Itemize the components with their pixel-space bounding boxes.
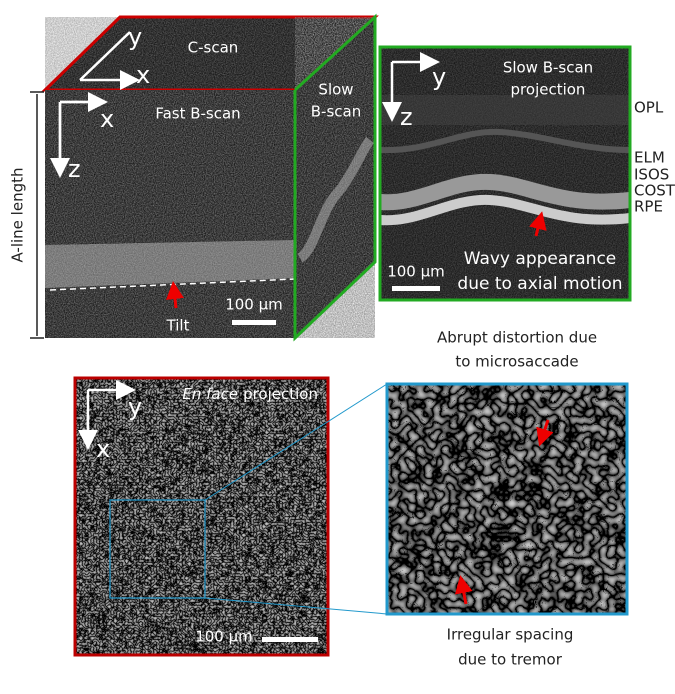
image-texture [75, 378, 328, 655]
title-italic: En face [182, 385, 238, 403]
scale-bar [392, 286, 440, 291]
annotation: Abrupt distortion due [437, 329, 597, 347]
annotation: due to tremor [458, 651, 563, 669]
axis-label: y [128, 393, 142, 421]
axis-label: x [96, 435, 110, 463]
en-face: y x En face projection 100 µm [75, 378, 328, 655]
panel-label: Slow [318, 81, 353, 99]
aline-label: A-line length [9, 168, 27, 263]
layer-label: RPE [634, 198, 663, 216]
panel-label: En face projection [182, 385, 318, 403]
scale-label: 100 µm [225, 296, 283, 314]
panel-label: C-scan [188, 39, 239, 57]
red-arrow [174, 290, 176, 308]
axis-label: y [128, 23, 142, 51]
scale-label: 100 µm [387, 263, 445, 281]
annotation: Irregular spacing [447, 626, 574, 644]
scale-label: 100 µm [195, 628, 253, 646]
annotation: due to axial motion [457, 274, 622, 294]
panel-label: projection [511, 81, 586, 99]
panel-label: Fast B-scan [155, 105, 240, 123]
slow-projection: y z Slow B-scan projection OPL ELM ISOS … [380, 47, 675, 300]
image-texture [387, 384, 627, 614]
layer-label: ELM [634, 149, 665, 167]
scale-bar [232, 320, 276, 325]
annotation: to microsaccade [455, 353, 578, 371]
panel-label: B-scan [311, 103, 361, 121]
axis-label: x [100, 105, 114, 133]
axis-label: y [432, 63, 446, 91]
title-rest: projection [243, 385, 318, 403]
figure: y x C-scan x z Fast B-scan Slow B-scan A… [0, 0, 675, 694]
volume: y x C-scan x z Fast B-scan Slow B-scan A… [9, 17, 376, 338]
layer-band [380, 95, 630, 125]
annotation: Tilt [166, 317, 190, 335]
axis-label: z [400, 103, 413, 131]
annotation: Wavy appearance [464, 249, 617, 269]
axis-label: z [68, 155, 81, 183]
axis-label: x [136, 61, 150, 89]
layer-label: OPL [634, 99, 664, 117]
panel-label: Slow B-scan [503, 59, 593, 77]
scale-bar [262, 637, 318, 642]
